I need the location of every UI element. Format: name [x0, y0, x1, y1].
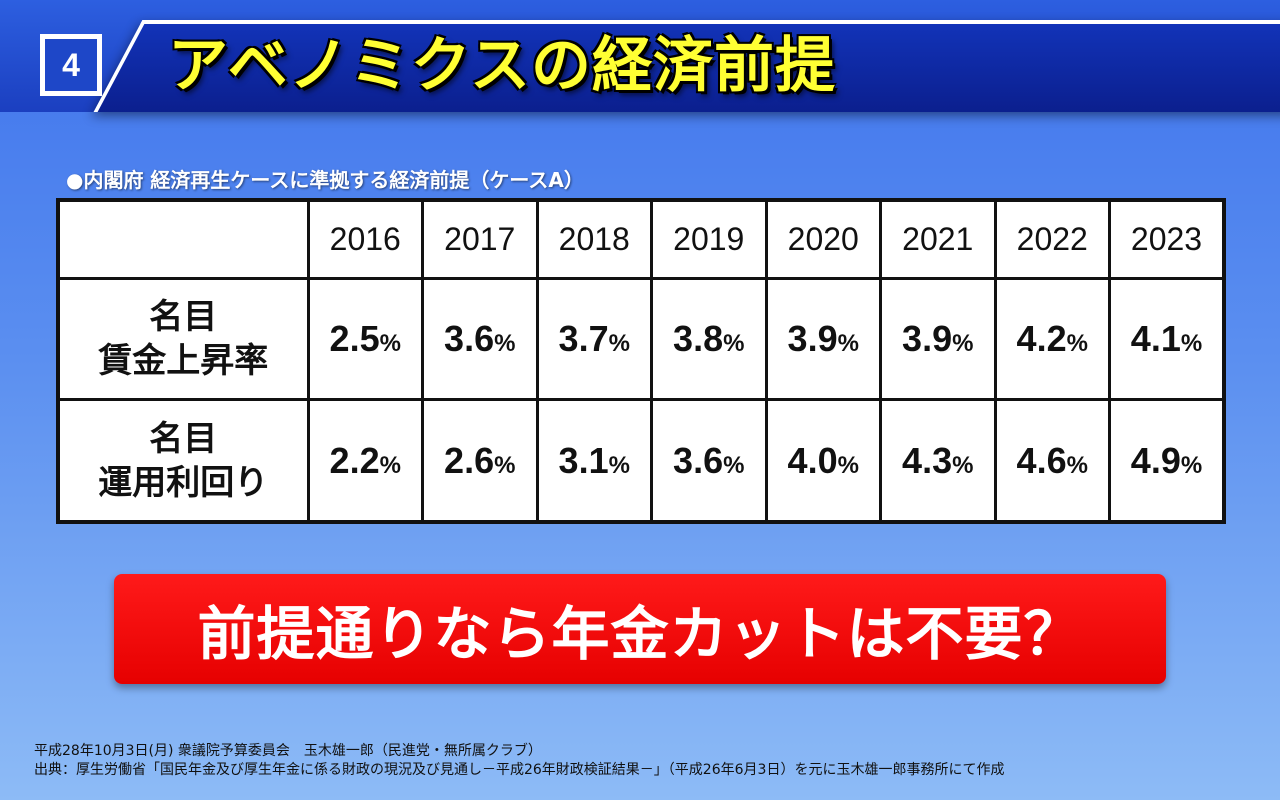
footer: 平成28年10月3日(月) 衆議院予算委員会 玉木雄一郎（民進党・無所属クラブ）…	[34, 742, 1004, 780]
year-header: 2019	[650, 198, 768, 280]
table-cell: 4.9%	[1108, 398, 1226, 524]
year-header: 2023	[1108, 198, 1226, 280]
table-cell: 4.0%	[764, 398, 882, 524]
table-cell: 3.1%	[535, 398, 653, 524]
table-row-investment-yield: 名目 運用利回り 2.2% 2.6% 3.1% 3.6% 4.0% 4.3% 4…	[56, 398, 1226, 524]
table-cell: 3.9%	[764, 276, 882, 402]
row-label-line2: 賃金上昇率	[98, 340, 269, 381]
slide-number: 4	[40, 34, 102, 96]
row-label-investment-yield: 名目 運用利回り	[56, 398, 310, 524]
row-label-line2: 運用利回り	[98, 462, 269, 503]
table-cell: 4.3%	[879, 398, 997, 524]
table-cell: 4.1%	[1108, 276, 1226, 402]
year-header: 2018	[535, 198, 653, 280]
year-header: 2022	[993, 198, 1111, 280]
year-header: 2020	[764, 198, 882, 280]
table-corner-cell	[56, 198, 310, 280]
table-cell: 2.6%	[421, 398, 539, 524]
table-caption: ●内閣府 経済再生ケースに準拠する経済前提（ケースA）	[66, 168, 584, 192]
table-cell: 3.7%	[535, 276, 653, 402]
economic-assumptions-table: 2016 2017 2018 2019 2020 2021 2022 2023 …	[56, 198, 1226, 524]
table-cell: 4.6%	[993, 398, 1111, 524]
table-cell: 3.6%	[650, 398, 768, 524]
footer-line-citation: 出典：厚生労働省「国民年金及び厚生年金に係る財政の現況及び見通し－平成26年財政…	[34, 762, 1005, 778]
footer-line-source-event: 平成28年10月3日(月) 衆議院予算委員会 玉木雄一郎（民進党・無所属クラブ）	[34, 743, 542, 759]
table-cell: 3.6%	[421, 276, 539, 402]
table-cell: 4.2%	[993, 276, 1111, 402]
year-header: 2016	[306, 198, 424, 280]
table-header-row: 2016 2017 2018 2019 2020 2021 2022 2023	[56, 198, 1226, 280]
row-label-line1: 名目	[149, 296, 218, 337]
table-row-wage-growth: 名目 賃金上昇率 2.5% 3.6% 3.7% 3.8% 3.9% 3.9% 4…	[56, 276, 1226, 402]
year-header: 2021	[879, 198, 997, 280]
row-label-wage-growth: 名目 賃金上昇率	[56, 276, 310, 402]
table-cell: 3.8%	[650, 276, 768, 402]
callout-banner: 前提通りなら年金カットは不要？	[114, 574, 1166, 684]
year-header: 2017	[421, 198, 539, 280]
row-label-line1: 名目	[149, 418, 218, 459]
page-title: アベノミクスの経済前提	[168, 31, 836, 101]
table-cell: 3.9%	[879, 276, 997, 402]
table-cell: 2.5%	[306, 276, 424, 402]
table-cell: 2.2%	[306, 398, 424, 524]
